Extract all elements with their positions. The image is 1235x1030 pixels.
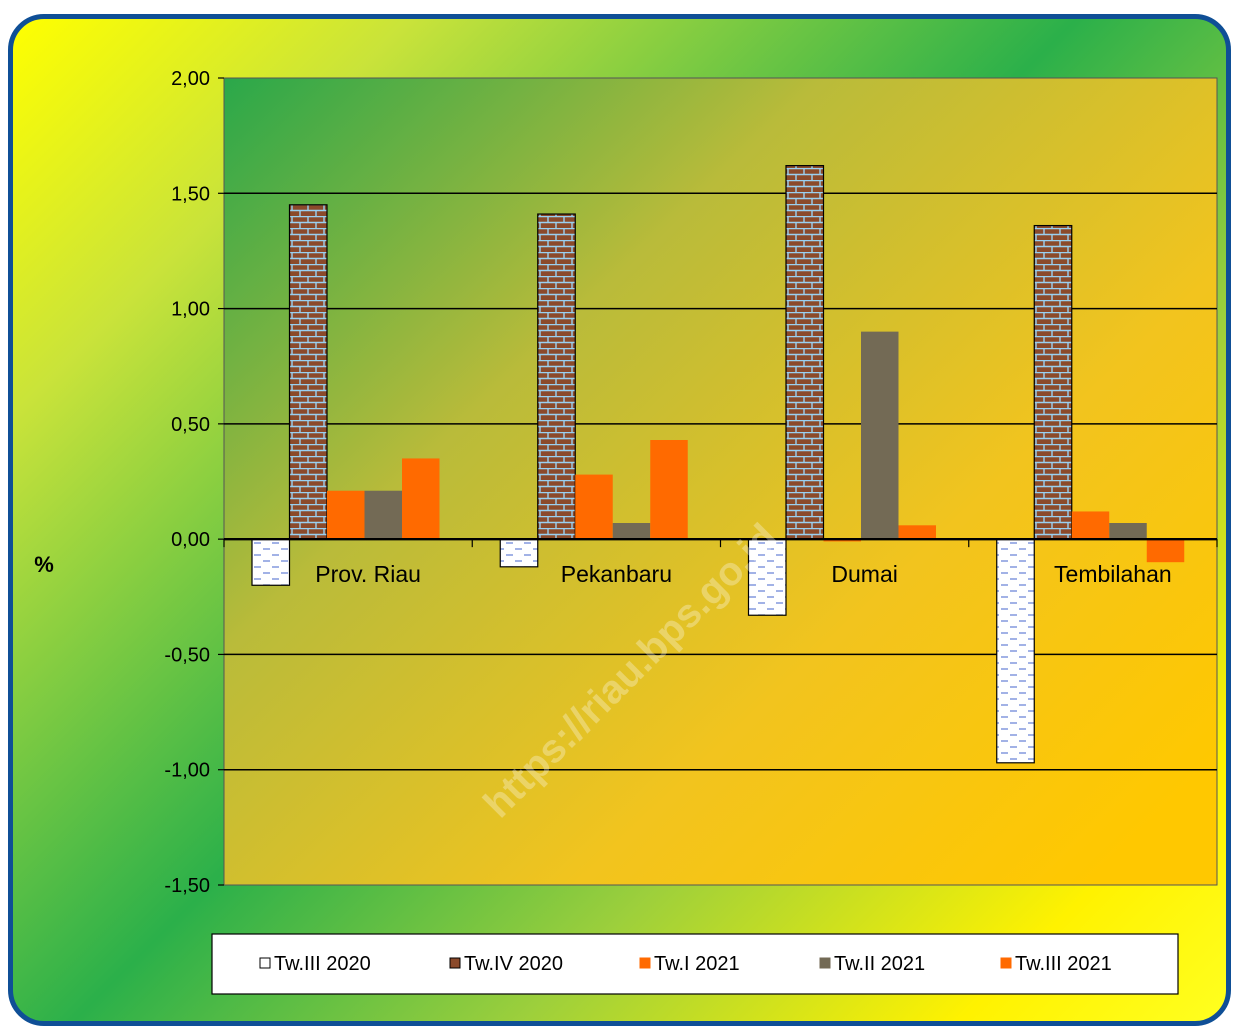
bar-tw-ii-2021-0 [364, 490, 402, 540]
bar-tw-iii-2020-3 [996, 538, 1035, 764]
bar-tw-iii-2021-3 [1146, 539, 1185, 563]
legend-label: Tw.III 2021 [1015, 953, 1112, 975]
x-category-label: Tembilahan [1054, 561, 1172, 587]
bar-tw-iv-2020-2 [785, 165, 825, 540]
bar-tw-i-2021-1 [575, 474, 613, 540]
x-category-label: Dumai [831, 561, 897, 587]
legend-label: Tw.I 2021 [654, 953, 740, 975]
bar-tw-iii-2020-1 [499, 538, 539, 568]
bars [251, 165, 1185, 764]
y-tick-label: 0,00 [171, 529, 210, 551]
axes: 2,00 1,50 1,00 0,50 0,00 -0,50 -1,00 -1,50 Prov.… [164, 68, 1218, 897]
y-tick-label: 1,00 [171, 299, 210, 321]
x-category-label: Pekanbaru [561, 561, 672, 587]
y-tick-label: -1,50 [164, 875, 210, 897]
legend-swatch [639, 957, 651, 969]
bar-tw-iv-2020-0 [288, 204, 328, 540]
legend: Tw.III 2020 Tw.IV 2020 Tw.I 2021 Tw.II 2021… [211, 933, 1179, 995]
bar-tw-iv-2020-3 [1033, 224, 1073, 540]
bar-tw-i-2021-3 [1071, 511, 1110, 540]
bar-tw-iii-2021-2 [898, 525, 936, 540]
x-category-label: Prov. Riau [315, 561, 421, 587]
bar-tw-iii-2021-1 [650, 439, 688, 540]
legend-swatch [259, 957, 271, 969]
gridlines [224, 192, 1217, 771]
legend-label: Tw.II 2021 [834, 953, 925, 975]
bar-tw-ii-2021-3 [1109, 523, 1147, 540]
legend-label: Tw.IV 2020 [464, 953, 563, 975]
legend-swatch [819, 957, 831, 969]
bar-tw-ii-2021-1 [612, 523, 651, 540]
bar-tw-iii-2020-0 [251, 538, 291, 586]
y-tick-label: 2,00 [171, 68, 210, 90]
y-axis-label: % [34, 552, 54, 577]
legend-swatch [1000, 957, 1012, 969]
legend-swatch [449, 957, 461, 969]
y-tick-label: 0,50 [171, 414, 210, 436]
bar-tw-ii-2021-2 [861, 331, 899, 540]
y-tick-label: -1,00 [164, 760, 210, 782]
y-tick-label: -0,50 [164, 644, 210, 666]
y-tick-label: 1,50 [171, 183, 210, 205]
bar-tw-i-2021-0 [327, 490, 365, 540]
bar-tw-iv-2020-1 [537, 213, 576, 540]
bar-tw-iii-2021-0 [402, 458, 440, 540]
legend-box [211, 933, 1179, 995]
legend-label: Tw.III 2020 [274, 953, 371, 975]
